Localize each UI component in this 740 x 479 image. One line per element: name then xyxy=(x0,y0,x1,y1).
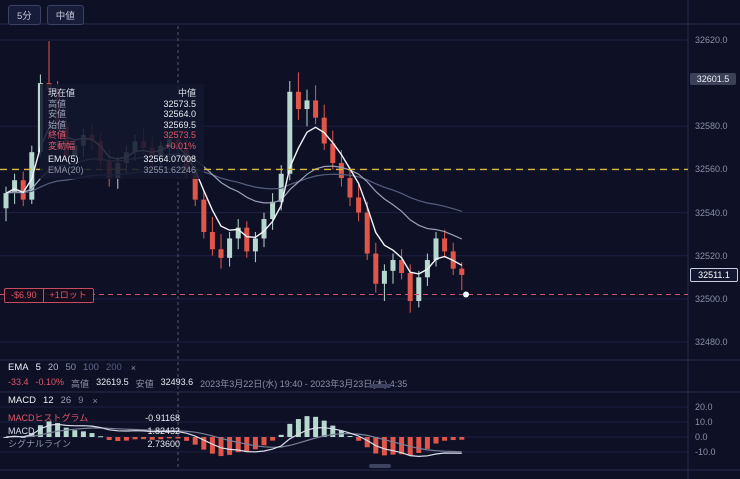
tooltip-open-label: 始値 xyxy=(48,119,67,130)
tooltip-high-value: 32573.5 xyxy=(163,98,196,109)
tooltip-open-value: 32569.5 xyxy=(163,119,196,130)
macd-tick-label: 20.0 xyxy=(695,402,713,412)
ema-legend-name: EMA xyxy=(8,362,29,373)
macd-histogram-value: -0.91168 xyxy=(145,413,180,423)
macd-tick-label: 0.0 xyxy=(695,432,708,442)
price-axis[interactable]: 32620.0 32580.0 32560.0 32540.0 32520.0 32500… xyxy=(688,0,740,479)
position-pnl-value: -$6.90 xyxy=(11,289,37,300)
chart-toolbar: 5分 中値 xyxy=(8,5,84,25)
price-tick-label: 32500.0 xyxy=(695,293,728,304)
price-badge: 32601.5 xyxy=(690,72,736,85)
change-percent: -0.10% xyxy=(35,377,65,387)
macd-histogram-bars xyxy=(3,416,465,457)
macd-line-label: MACD xyxy=(8,426,35,436)
ema-period-50: 50 xyxy=(65,362,77,373)
tooltip-price-type: 中値 xyxy=(177,88,196,98)
tooltip-ema20-label: EMA(20) xyxy=(48,164,84,175)
macd-values: MACDヒストグラム -0.91168 MACD 1.82432 シグナルライン 2.… xyxy=(8,412,180,451)
position-lots-value: +1ロット xyxy=(42,288,93,302)
tooltip-high-label: 高値 xyxy=(48,98,67,109)
tooltip-low-label: 安値 xyxy=(48,109,67,119)
macd-indicator-legend[interactable]: MACD 12 26 9 × xyxy=(8,395,100,406)
high-label: 高値 xyxy=(71,379,90,389)
ema-period-5: 5 xyxy=(35,362,41,373)
price-type-button[interactable]: 中値 xyxy=(46,5,84,25)
macd-param-fast: 12 xyxy=(42,395,54,406)
price-tick-label: 32580.0 xyxy=(695,121,728,132)
change-value: -33.4 xyxy=(8,377,29,387)
tooltip-low-value: 32564.0 xyxy=(163,109,196,119)
price-tick-label: 32560.0 xyxy=(695,164,728,175)
tooltip-range-label: 変動幅 xyxy=(48,140,76,151)
tooltip-current-label: 現在値 xyxy=(48,88,76,98)
position-pnl-label[interactable]: -$6.90 +1ロット xyxy=(4,287,94,303)
macd-legend-name: MACD xyxy=(8,395,36,406)
macd-tick-label: 10.0 xyxy=(695,417,713,427)
timeframe-button[interactable]: 5分 xyxy=(8,5,41,25)
price-tick-label: 32540.0 xyxy=(695,207,728,218)
macd-signal-line xyxy=(5,427,462,453)
macd-param-slow: 26 xyxy=(60,395,72,406)
tooltip-close-value: 32573.5 xyxy=(163,130,196,140)
tooltip-ema5-value: 32564.07008 xyxy=(143,154,196,164)
ema-close-button[interactable]: × xyxy=(130,362,137,373)
ema-indicator-legend[interactable]: EMA 5 20 50 100 200 × xyxy=(8,362,138,373)
low-label: 安値 xyxy=(135,379,154,389)
price-tick-label: 32480.0 xyxy=(695,337,728,347)
tooltip-range-value: +0.01% xyxy=(165,140,196,151)
session-stats: -33.4 -0.10% 高値 32619.5 安値 32493.6 2023年… xyxy=(8,377,407,390)
price-tick-label: 32620.0 xyxy=(695,35,728,45)
current-price-badge: 32511.1 xyxy=(690,267,738,282)
macd-param-signal: 9 xyxy=(78,395,84,406)
tooltip-close-label: 終値 xyxy=(48,130,67,140)
macd-histogram-label: MACDヒストグラム xyxy=(8,413,89,423)
panel-resize-handle-bottom[interactable] xyxy=(369,464,391,468)
ema-period-20: 20 xyxy=(47,362,59,373)
macd-signal-label: シグナルライン xyxy=(8,439,72,449)
price-tick-label: 32520.0 xyxy=(695,250,728,261)
macd-line-value: 1.82432 xyxy=(147,426,180,436)
panel-resize-handle-top[interactable] xyxy=(369,384,391,388)
macd-close-button[interactable]: × xyxy=(92,395,98,406)
macd-axis: 20.0 10.0 0.0 -10.0 xyxy=(688,0,740,479)
ema-period-200: 200 xyxy=(105,362,122,373)
ema-period-100: 100 xyxy=(83,362,99,373)
high-value: 32619.5 xyxy=(96,377,129,387)
last-price-dot xyxy=(463,291,469,298)
macd-signal-value: 2.73600 xyxy=(147,439,180,449)
macd-tick-label: -10.0 xyxy=(695,447,716,457)
macd-line xyxy=(5,423,462,458)
tooltip-ema5-label: EMA(5) xyxy=(48,154,79,164)
ohlc-tooltip: 現在値 中値 高値 32573.5 安値 32564.0 始値 32569.5 終値 3… xyxy=(40,84,204,179)
period-range: 2023年3月22日(水) 19:40 - 2023年3月23日(木) 4:35 xyxy=(200,379,408,389)
tooltip-ema20-value: 32551.62246 xyxy=(143,164,196,175)
low-value: 32493.6 xyxy=(160,377,194,387)
